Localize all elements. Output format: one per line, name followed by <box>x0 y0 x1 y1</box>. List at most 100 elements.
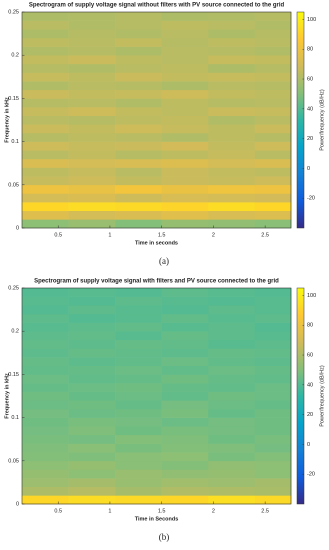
heat-cell <box>254 98 292 108</box>
plot-frame <box>21 11 292 229</box>
heat-cell <box>115 296 162 306</box>
heat-cell <box>254 81 292 91</box>
heat-cell <box>161 305 209 315</box>
chart-title: Spectrogram of supply voltage signal wit… <box>29 3 285 9</box>
y-tick-label: 0.25 <box>8 9 19 15</box>
colorbar-tick-label: 20 <box>307 412 313 418</box>
heat-cell <box>208 434 256 444</box>
colorbar-tick-label: 40 <box>307 106 313 112</box>
heat-cell <box>161 408 209 418</box>
heat-cell <box>115 417 162 427</box>
heat-cell <box>161 486 209 496</box>
heat-cell <box>22 132 69 142</box>
heat-cell <box>161 365 209 375</box>
heat-cell <box>254 478 292 488</box>
heat-cell <box>161 391 209 401</box>
heat-cell <box>208 115 256 125</box>
heat-cell <box>22 107 69 116</box>
heat-cell <box>115 383 162 392</box>
x-tick-label: 1 <box>108 232 111 238</box>
colorbar <box>296 11 305 229</box>
heat-cell <box>161 357 209 367</box>
heat-cell <box>208 331 256 341</box>
heat-cell <box>22 202 69 212</box>
colorbar-tick-label: -20 <box>307 472 315 478</box>
heat-cell <box>115 391 162 401</box>
heat-cell <box>115 89 162 99</box>
heat-cell <box>68 107 116 116</box>
caption: (b) <box>159 532 170 542</box>
heat-cell <box>208 443 256 453</box>
x-tick-label: 2 <box>212 232 215 238</box>
heat-cell <box>208 210 256 220</box>
heat-cell <box>68 495 116 505</box>
heat-cell <box>254 460 292 470</box>
heat-cell <box>68 443 116 453</box>
heat-cell <box>208 124 256 134</box>
heat-cell <box>254 176 292 186</box>
heat-cell <box>115 202 162 212</box>
heat-cell <box>254 408 292 418</box>
heat-cell <box>254 400 292 410</box>
heat-cell <box>115 495 162 505</box>
heat-cell <box>254 158 292 168</box>
heat-cell <box>115 288 162 297</box>
heat-cell <box>22 158 69 168</box>
heat-cell <box>115 37 162 47</box>
heat-cell <box>68 81 116 91</box>
heat-cell <box>208 305 256 315</box>
colorbar-tick-label: 0 <box>307 442 310 448</box>
heat-cell <box>208 452 256 462</box>
heat-cell <box>22 288 69 297</box>
heat-cell <box>22 89 69 99</box>
heat-cell <box>208 391 256 401</box>
heat-cell <box>208 469 256 479</box>
heat-cell <box>208 426 256 436</box>
heat-cell <box>115 150 162 160</box>
heat-cell <box>115 63 162 73</box>
heat-cell <box>208 219 256 229</box>
heat-cell <box>161 132 209 142</box>
heat-cell <box>115 124 162 134</box>
heat-cell <box>22 150 69 160</box>
heat-cell <box>115 46 162 56</box>
heat-cell <box>22 98 69 108</box>
heat-cell <box>208 107 256 116</box>
heat-cell <box>161 12 209 21</box>
heat-cell <box>115 132 162 142</box>
heat-cell <box>161 150 209 160</box>
heat-cell <box>68 132 116 142</box>
heat-cell <box>68 305 116 315</box>
heat-cell <box>254 331 292 341</box>
heat-cell <box>68 400 116 410</box>
heat-cell <box>68 193 116 203</box>
heat-cell <box>68 158 116 168</box>
heat-cell <box>22 348 69 358</box>
heat-cell <box>254 313 292 323</box>
heat-cell <box>161 107 209 116</box>
heat-cell <box>68 434 116 444</box>
heat-cell <box>161 46 209 56</box>
x-tick-label: 0.5 <box>54 232 62 238</box>
heat-cell <box>22 452 69 462</box>
heat-cell <box>115 452 162 462</box>
heat-cell <box>68 46 116 56</box>
heat-cell <box>208 132 256 142</box>
heat-cell <box>161 63 209 73</box>
x-tick-label: 2 <box>212 508 215 514</box>
heat-cell <box>22 296 69 306</box>
heat-cell <box>254 348 292 358</box>
x-tick-label: 2.5 <box>261 232 269 238</box>
heat-cell <box>208 357 256 367</box>
y-tick-label: 0.15 <box>8 372 19 378</box>
heat-cell <box>254 434 292 444</box>
heat-cell <box>22 357 69 367</box>
heat-cell <box>161 348 209 358</box>
heat-cell <box>254 219 292 229</box>
heat-cell <box>115 460 162 470</box>
heat-cell <box>161 296 209 306</box>
heat-cell <box>22 408 69 418</box>
heat-cell <box>254 107 292 116</box>
colorbar-tick-label: 100 <box>307 17 316 23</box>
heat-cell <box>208 167 256 177</box>
